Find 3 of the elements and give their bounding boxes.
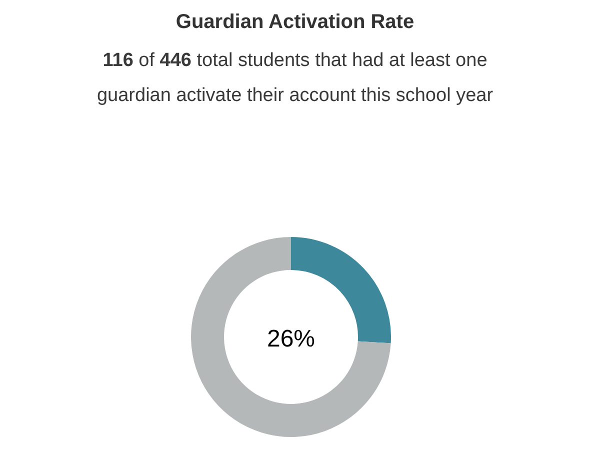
- chart-title: Guardian Activation Rate: [174, 10, 416, 35]
- chart-subtitle: 116 of 446 total students that had at least one guardian activate their account this school year: [96, 49, 494, 108]
- text: 26%: [266, 326, 316, 353]
